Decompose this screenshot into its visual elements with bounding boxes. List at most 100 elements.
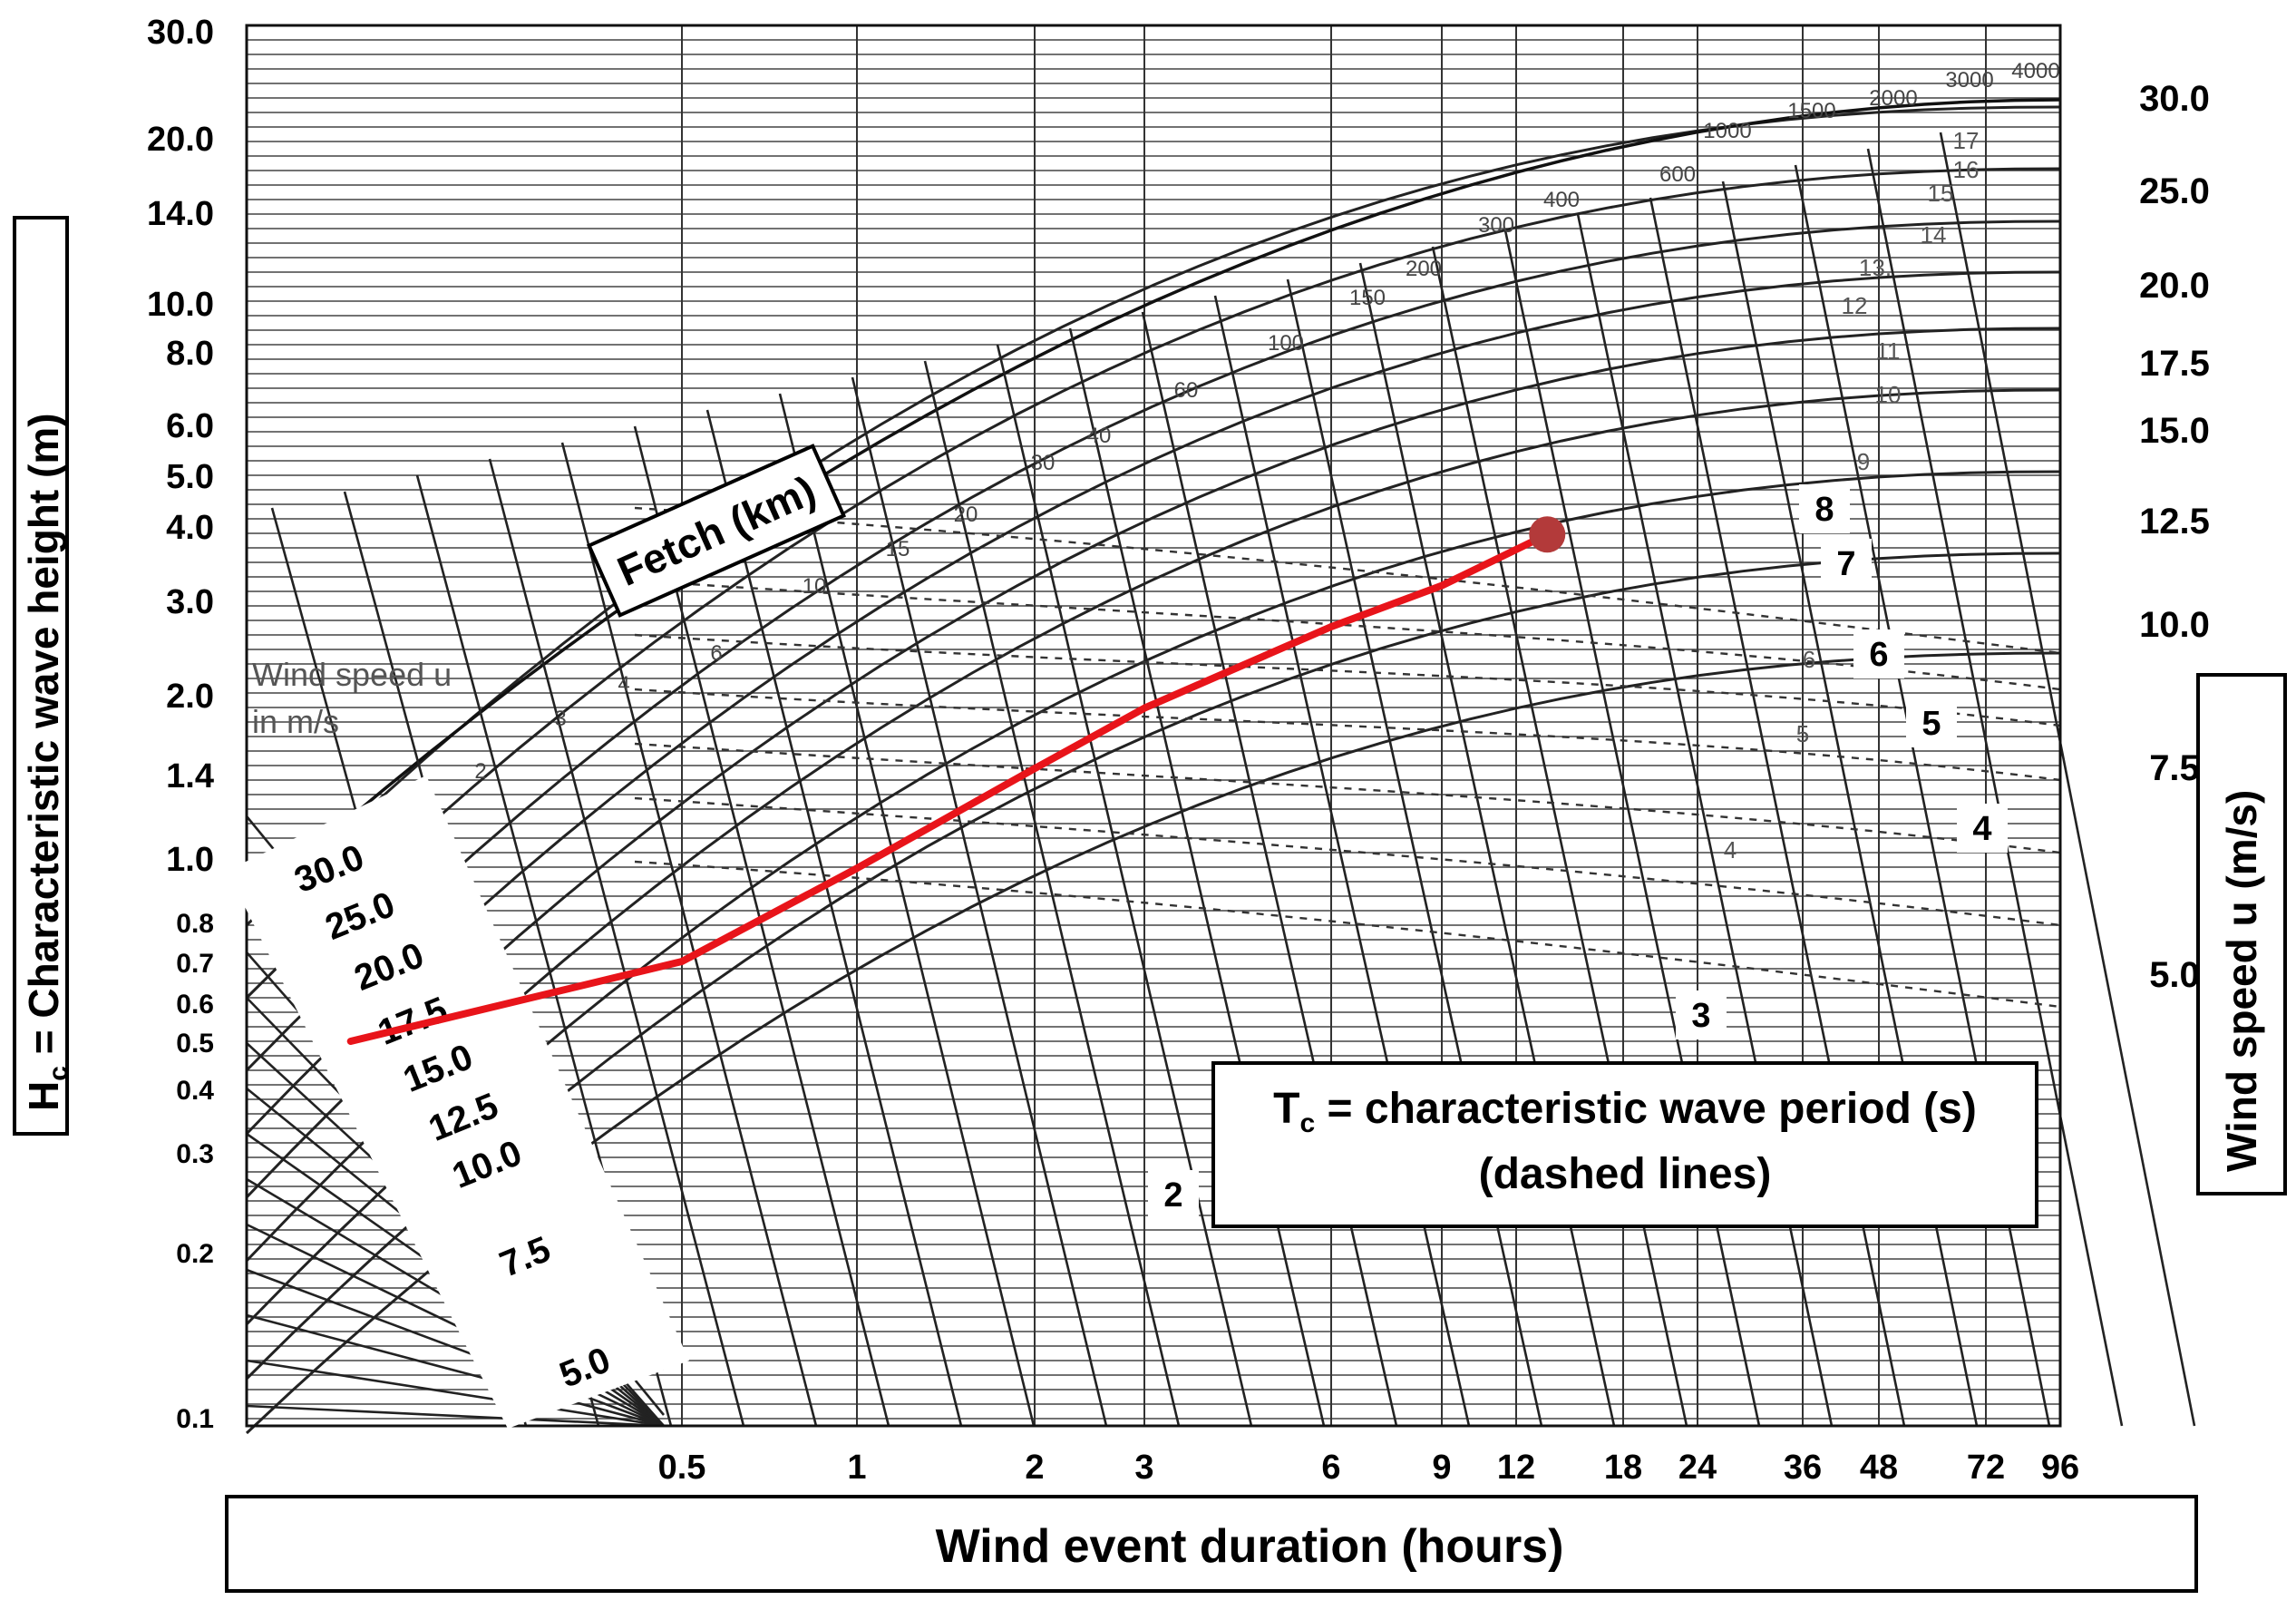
- y-axis-left-tick-label: 0.4: [176, 1076, 214, 1106]
- x-axis-tick-label: 72: [1967, 1449, 2005, 1487]
- y-axis-left-tick-label: 8.0: [166, 335, 214, 373]
- x-axis-tick-label: 48: [1860, 1449, 1898, 1487]
- y-axis-right-tick-label: 15.0: [2139, 411, 2210, 451]
- x-axis-tick-label: 9: [1432, 1449, 1451, 1487]
- period-small-value: 4: [1724, 836, 1737, 864]
- fetch-label-value: 300: [1478, 213, 1514, 238]
- period-label-bg: [1821, 539, 1872, 588]
- x-axis-tick-label: 12: [1497, 1449, 1535, 1487]
- period-label: 3: [1691, 997, 1710, 1035]
- y-axis-left-tick-label: 4.0: [166, 509, 214, 547]
- y-axis-left-ticks: 30.0 20.0 14.0 10.0 8.0 6.0 5.0 4.0 3.0 2.0 1.4 1.0…: [147, 14, 214, 1434]
- fetch-envelope-curve: [245, 98, 2061, 909]
- wind-speed-curve: [245, 220, 2061, 1072]
- period-dashed-line: [634, 742, 2061, 854]
- fetch-diagonal-line: [1141, 311, 1398, 1427]
- y-axis-right-tick-label: 25.0: [2139, 171, 2210, 211]
- period-label: 4: [1972, 810, 1991, 848]
- fetch-label-value: 20: [954, 503, 978, 527]
- fetch-diagonal-line: [1866, 148, 2124, 1427]
- x-axis-tick-label: 0.5: [658, 1449, 706, 1487]
- period-annotation-box: [1211, 1061, 2038, 1228]
- y-axis-left-tick-label: 14.0: [147, 195, 214, 233]
- y-axis-left-tick-label: 10.0: [147, 286, 214, 324]
- fetch-label-value: 60: [1174, 378, 1199, 403]
- period-label-bg: [1799, 484, 1850, 533]
- fetch-label-value: 600: [1659, 162, 1696, 187]
- x-axis-tick-label: 24: [1678, 1449, 1717, 1487]
- fetch-label-value: 10: [803, 574, 827, 599]
- highlight-point: [1529, 516, 1566, 553]
- y-axis-left-tick-label: 0.2: [176, 1239, 214, 1269]
- y-axis-left-tick-label: 0.8: [176, 909, 214, 939]
- period-label: 5: [1921, 705, 1941, 743]
- y-axis-right-tick-label: 20.0: [2139, 266, 2210, 306]
- y-axis-left-label-box: [13, 216, 69, 1136]
- x-axis-tick-label: 96: [2041, 1449, 2079, 1487]
- fetch-label-value: 2000: [1869, 86, 1917, 111]
- fetch-labels: 1.52346101520304060100150200300400600100…: [402, 59, 2059, 815]
- fetch-diagonal-line: [1286, 278, 1543, 1427]
- wind-speed-label-band: [227, 776, 689, 1429]
- fetch-label-value: 150: [1349, 286, 1386, 310]
- period-small-value: 5: [1796, 720, 1809, 747]
- fetch-label-value: 40: [1087, 424, 1112, 448]
- y-axis-left-label: Hc = Characteristic wave height (m): [20, 413, 73, 1111]
- fetch-diagonal-line: [633, 425, 890, 1427]
- x-axis-label-box: [225, 1495, 2198, 1593]
- x-axis-tick-label: 36: [1784, 1449, 1822, 1487]
- period-small-value: 10: [1875, 381, 1902, 408]
- y-axis-right-label: Wind speed u (m/s): [2218, 790, 2265, 1172]
- period-small-value: 13.: [1859, 254, 1892, 281]
- period-label-bg: [1957, 804, 2008, 853]
- fetch-label-value: 3000: [1945, 68, 1993, 93]
- period-dashed-line: [634, 688, 2061, 782]
- period-label: 8: [1814, 491, 1834, 529]
- y-axis-left-tick-label: 20.0: [147, 121, 214, 159]
- period-dashed-line: [634, 860, 2061, 1009]
- period-small-value: 15: [1928, 180, 1954, 207]
- y-axis-left-tick-label: 0.5: [176, 1029, 214, 1059]
- y-axis-left-tick-label: 1.4: [166, 757, 214, 795]
- fetch-diagonal-line: [246, 1359, 665, 1428]
- period-small-value: 12: [1842, 292, 1868, 319]
- fetch-diagonal-line: [1068, 327, 1326, 1427]
- period-label: 2: [1163, 1176, 1182, 1215]
- y-axis-left-tick-label: 0.7: [176, 949, 214, 979]
- wind-speed-note-line2: in m/s: [252, 703, 339, 740]
- wind-speed-note-line1: Wind speed u: [252, 656, 452, 693]
- y-axis-left-tick-label: 30.0: [147, 14, 214, 52]
- fetch-diagonal-line: [246, 1404, 665, 1428]
- plot-border: [245, 24, 2062, 1428]
- x-axis-tick-label: 3: [1134, 1449, 1153, 1487]
- period-label-bg: [1148, 1170, 1199, 1219]
- y-axis-right-tick-label: 10.0: [2139, 605, 2210, 645]
- wind-speed-curve: [245, 327, 2061, 1199]
- x-axis-tick-label: 6: [1321, 1449, 1340, 1487]
- period-annotation-line2: (dashed lines): [1479, 1150, 1772, 1198]
- highlight-path: [346, 531, 1552, 1045]
- wind-speed-curve: [245, 270, 2061, 1136]
- y-axis-left-tick-label: 0.1: [176, 1404, 214, 1434]
- period-small-value: 16: [1953, 156, 1980, 183]
- period-label-bg: [1676, 990, 1727, 1039]
- period-small-value: 17: [1953, 127, 1980, 154]
- x-axis-ticks: 0.5 1 2 3 6 9 12 18 24 36 48 72 96: [658, 1449, 2080, 1487]
- y-axis-right-tick-label: 7.5: [2149, 748, 2200, 788]
- fetch-diagonal-line: [1358, 262, 1616, 1427]
- y-axis-right-ticks: 30.0 25.0 20.0 17.5 15.0 12.5 10.0 7.5 5.0: [2139, 79, 2210, 995]
- y-axis-left-tick-label: 5.0: [166, 458, 214, 496]
- fetch-label-value: 6: [710, 641, 722, 666]
- y-axis-right-tick-label: 5.0: [2149, 955, 2200, 995]
- y-axis-right-tick-label: 30.0: [2139, 79, 2210, 119]
- fetch-label-value: 100: [1268, 331, 1304, 356]
- period-annotation-line1: Tc = characteristic wave period (s): [1273, 1085, 1977, 1138]
- y-axis-left-tick-label: 0.3: [176, 1139, 214, 1169]
- fetch-diagonal-line: [560, 442, 818, 1427]
- y-axis-left-tick-label: 2.0: [166, 678, 214, 716]
- fetch-diagonal-line: [488, 458, 745, 1427]
- period-label-bg: [1906, 698, 1957, 747]
- fetch-diagonal-line: [1213, 295, 1471, 1427]
- period-dashed-line: [634, 506, 2061, 655]
